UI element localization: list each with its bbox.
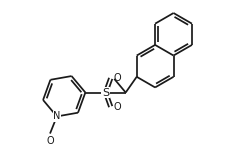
Text: O: O [113,73,121,83]
Text: O: O [113,102,121,112]
Text: O: O [46,136,54,146]
Text: N: N [53,111,61,122]
Text: S: S [102,87,109,98]
